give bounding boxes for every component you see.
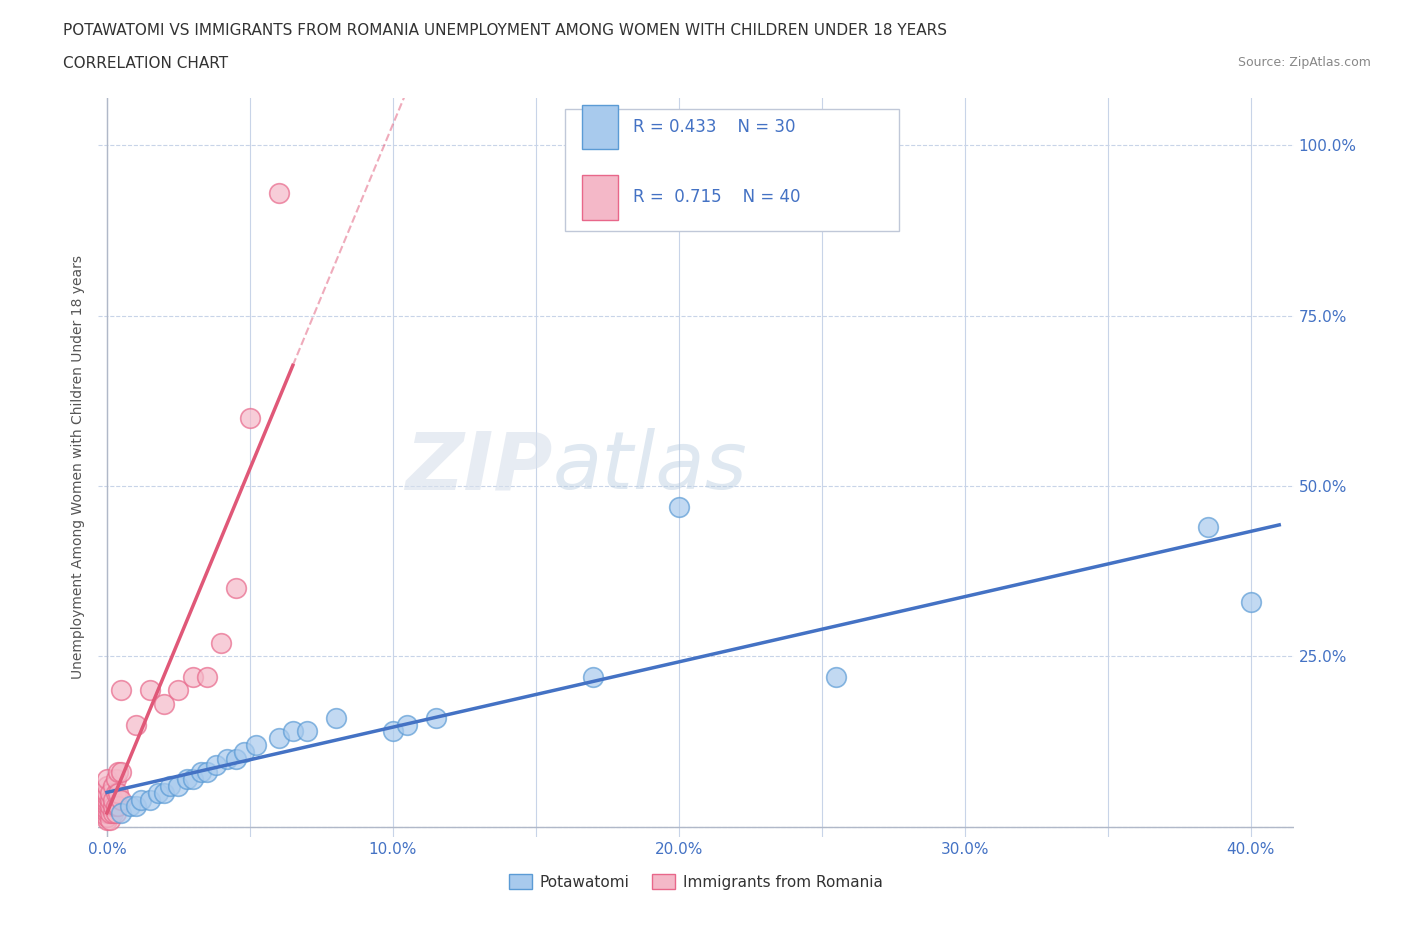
Point: [104, 772, 127, 787]
Point: [181, 670, 204, 684]
Point: [96, 803, 118, 817]
Point: [101, 805, 124, 820]
Point: [98, 813, 121, 828]
Point: [107, 764, 129, 779]
Point: [104, 805, 127, 820]
Point: [195, 670, 218, 684]
FancyBboxPatch shape: [565, 109, 900, 231]
Point: [267, 731, 290, 746]
Point: [190, 764, 212, 779]
Point: [110, 683, 132, 698]
Point: [96, 795, 118, 810]
Point: [101, 799, 124, 814]
Point: [96, 809, 118, 824]
Point: [139, 792, 162, 807]
Point: [96, 772, 118, 787]
Text: CORRELATION CHART: CORRELATION CHART: [63, 56, 228, 71]
Point: [153, 785, 176, 800]
Point: [110, 805, 132, 820]
Point: [381, 724, 404, 738]
Y-axis label: Unemployment Among Women with Children Under 18 years: Unemployment Among Women with Children U…: [70, 256, 84, 679]
Point: [107, 785, 129, 800]
Point: [101, 778, 124, 793]
Legend: Potawatomi, Immigrants from Romania: Potawatomi, Immigrants from Romania: [503, 868, 889, 896]
Point: [124, 717, 146, 732]
Point: [131, 792, 153, 807]
Text: atlas: atlas: [553, 429, 748, 506]
Text: R = 0.433    N = 30: R = 0.433 N = 30: [633, 118, 796, 136]
Point: [1197, 520, 1219, 535]
Point: [96, 785, 118, 800]
Text: Source: ZipAtlas.com: Source: ZipAtlas.com: [1237, 56, 1371, 69]
Point: [110, 764, 132, 779]
Point: [148, 785, 170, 800]
Point: [225, 751, 247, 766]
Point: [176, 772, 198, 787]
Point: [325, 711, 347, 725]
Point: [98, 799, 121, 814]
Point: [96, 778, 118, 793]
Point: [204, 758, 226, 773]
Point: [181, 772, 204, 787]
Point: [225, 581, 247, 596]
Point: [153, 697, 176, 711]
Point: [104, 799, 127, 814]
Point: [124, 799, 146, 814]
Point: [396, 717, 419, 732]
Text: ZIP: ZIP: [405, 429, 553, 506]
Point: [98, 792, 121, 807]
Point: [425, 711, 447, 725]
Point: [245, 737, 267, 752]
Bar: [582, 175, 619, 219]
Point: [668, 499, 690, 514]
Point: [167, 683, 190, 698]
Point: [96, 799, 118, 814]
Point: [825, 670, 848, 684]
Point: [139, 683, 162, 698]
Point: [96, 813, 118, 828]
Point: [107, 799, 129, 814]
Point: [96, 789, 118, 804]
Point: [167, 778, 190, 793]
Point: [101, 792, 124, 807]
Point: [98, 785, 121, 800]
Point: [239, 410, 262, 425]
Point: [98, 805, 121, 820]
Point: [159, 778, 181, 793]
Point: [118, 799, 141, 814]
Point: [217, 751, 239, 766]
Point: [195, 764, 218, 779]
Point: [1239, 594, 1261, 609]
Point: [104, 785, 127, 800]
Text: R =  0.715    N = 40: R = 0.715 N = 40: [633, 189, 800, 206]
Point: [267, 186, 290, 201]
Bar: [582, 105, 619, 150]
Point: [281, 724, 304, 738]
Point: [233, 744, 256, 759]
Text: POTAWATOMI VS IMMIGRANTS FROM ROMANIA UNEMPLOYMENT AMONG WOMEN WITH CHILDREN UND: POTAWATOMI VS IMMIGRANTS FROM ROMANIA UN…: [63, 23, 948, 38]
Point: [110, 792, 132, 807]
Point: [582, 670, 605, 684]
Point: [96, 805, 118, 820]
Point: [96, 792, 118, 807]
Point: [209, 635, 232, 650]
Point: [295, 724, 318, 738]
